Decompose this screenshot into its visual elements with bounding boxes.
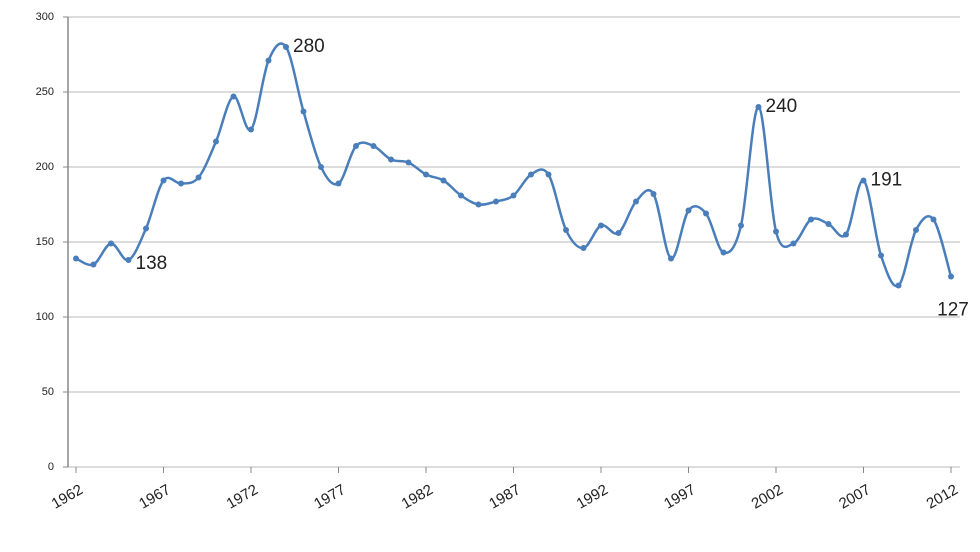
point [213,138,219,145]
point [178,180,184,187]
point [318,164,324,170]
point [738,222,744,229]
point [878,252,884,259]
point [423,171,429,178]
x-tick-label: 1987 [486,481,523,512]
point [440,177,447,184]
data-label: 280 [293,36,325,57]
point [650,191,657,197]
point [370,143,377,149]
y-tick-label: 50 [42,386,54,398]
point [808,216,814,223]
data-label: 191 [871,170,903,191]
y-tick-label: 250 [36,86,54,98]
point [493,198,499,205]
y-tick-label: 200 [36,161,54,173]
data-label: 138 [136,253,168,274]
x-tick-label: 1982 [399,481,436,512]
point [458,192,464,199]
point [90,261,97,268]
point [615,230,622,236]
x-tick-label: 2012 [924,481,961,512]
point [265,57,272,64]
point [720,249,727,256]
line [75,42,953,288]
x-tick-label: 1972 [224,481,261,512]
y-tick-label: 300 [36,11,54,23]
y-tick-label: 0 [48,461,54,473]
point [125,257,132,263]
data-label: 127 [937,300,969,321]
point [825,221,832,227]
point [860,177,867,184]
point [668,255,674,262]
point [790,240,797,247]
point [598,222,604,229]
point [230,93,237,100]
point [143,225,149,232]
point [300,108,307,115]
point [930,216,937,223]
point [685,207,692,214]
x-tick-label: 1997 [661,481,698,512]
point [755,104,762,110]
x-tick-label: 2007 [836,481,873,512]
point [528,171,534,178]
x-tick-label: 1962 [49,481,86,512]
point [773,228,779,235]
point [948,273,954,280]
point [580,245,587,251]
point [195,174,202,181]
point [248,126,254,133]
point [283,44,289,50]
y-tick-label: 150 [36,236,54,248]
point [353,143,359,149]
point [563,227,569,233]
x-tick-label: 1992 [574,481,611,512]
data-label: 240 [766,96,798,117]
x-tick-label: 2002 [749,481,786,512]
point [475,201,482,208]
point [335,180,342,187]
point [160,177,167,184]
point [545,171,552,178]
point [405,159,412,166]
point [388,156,394,163]
x-tick-label: 1977 [311,481,348,512]
point [895,282,902,289]
point [843,231,849,238]
point [703,210,709,217]
point [73,255,79,262]
point [633,198,639,205]
point [510,192,517,199]
point [108,240,114,247]
y-tick-label: 100 [36,311,54,323]
x-tick-label: 1967 [136,481,173,512]
point [913,227,919,233]
